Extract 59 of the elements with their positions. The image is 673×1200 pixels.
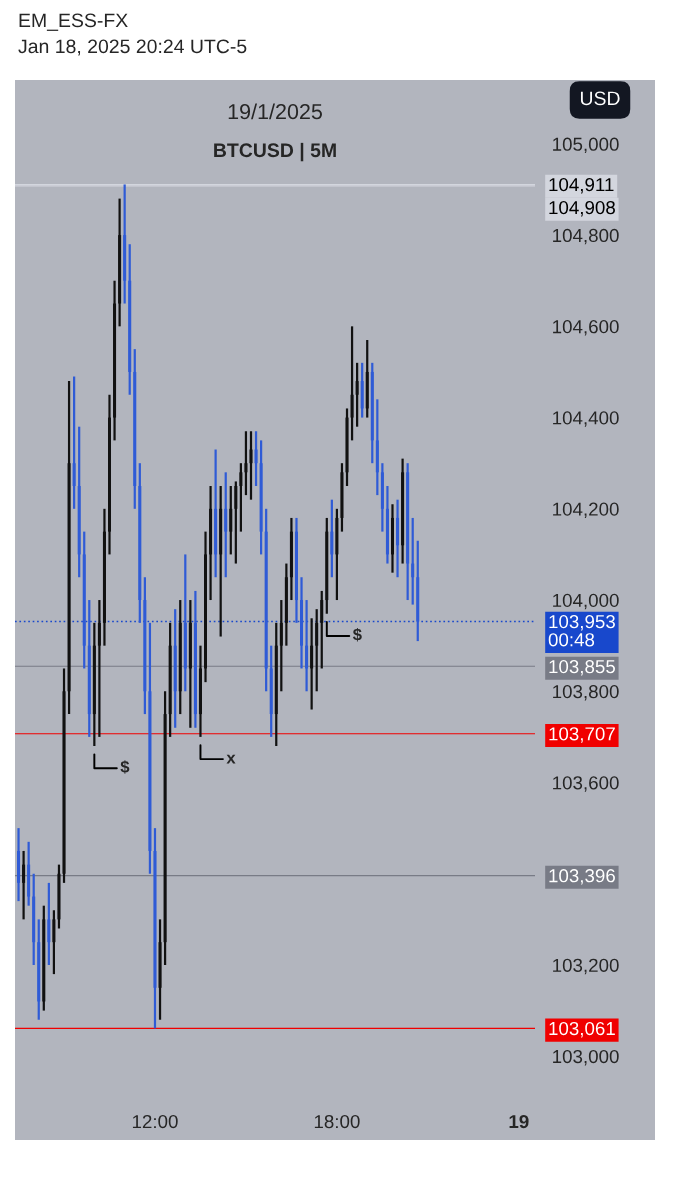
candlestick [57, 863, 61, 930]
y-tick-label: 104,600 [553, 320, 619, 336]
y-tick-label: 103,800 [553, 684, 619, 701]
y-tick-label: 103,000 [553, 1049, 619, 1066]
candlestick [330, 498, 334, 579]
candlestick [148, 621, 152, 875]
candlestick [249, 430, 253, 501]
y-tick-label: 104,000 [553, 593, 619, 610]
candlestick [390, 503, 395, 574]
y-tick-label: 105,000 [553, 137, 619, 154]
candlestick [22, 849, 26, 921]
candlestick [340, 462, 344, 533]
candlestick [315, 608, 319, 693]
candlestick [52, 909, 56, 976]
candlestick [97, 598, 101, 739]
ref-line-label: 104,911 [549, 177, 614, 194]
candlestick [229, 484, 233, 556]
candlestick [72, 375, 76, 510]
candlestick [244, 430, 248, 497]
candlestick [234, 480, 238, 565]
candlestick [239, 462, 243, 533]
candlestick [153, 827, 157, 1030]
candlestick [62, 667, 66, 884]
text: BTCUSD | 5M [214, 142, 336, 162]
x-tick-label: 12:00 [132, 1114, 178, 1129]
ref-line-label: 103,396 [549, 869, 615, 885]
y-tick-label: 104,200 [553, 502, 619, 518]
y-tick-label: 103,200 [553, 958, 619, 975]
candlestick [279, 598, 283, 693]
candlestick [254, 430, 258, 488]
y-tick-label: 104,800 [553, 228, 619, 245]
candlestick [107, 393, 112, 556]
candlestick [411, 516, 415, 606]
ref-line-label: 103,707 [549, 727, 615, 743]
x-tick-label: 19 [509, 1114, 529, 1129]
text: Jan 18, 2025 20:24 UTC-5 [18, 39, 247, 56]
candlestick [310, 617, 314, 711]
candlestick [305, 598, 309, 693]
annotation: x [226, 754, 236, 764]
text: 19/1/2025 [228, 103, 322, 120]
legend-label: 104,908 [549, 200, 615, 217]
candlestick [320, 589, 324, 670]
candlestick [158, 918, 162, 1021]
candlestick [350, 325, 354, 442]
candlestick [224, 471, 228, 579]
annotation: $ [120, 760, 130, 774]
x-tick-label: 18:00 [314, 1114, 360, 1129]
y-axis-title: USD [580, 91, 620, 106]
candlestick [355, 361, 359, 428]
ref-line-label: 103,061 [549, 1021, 615, 1038]
y-tick-label: 104,400 [553, 411, 619, 427]
candlestick [345, 407, 349, 488]
y-tick-label: 103,600 [553, 776, 619, 792]
ref-line-label: 103,855 [549, 659, 615, 676]
candlestick [47, 881, 51, 967]
ref-line-label: 103,953 00:48 [548, 614, 615, 647]
annotation: $ [352, 627, 362, 642]
candlestick [67, 379, 71, 716]
text: EM_ESS-FX [19, 13, 128, 31]
